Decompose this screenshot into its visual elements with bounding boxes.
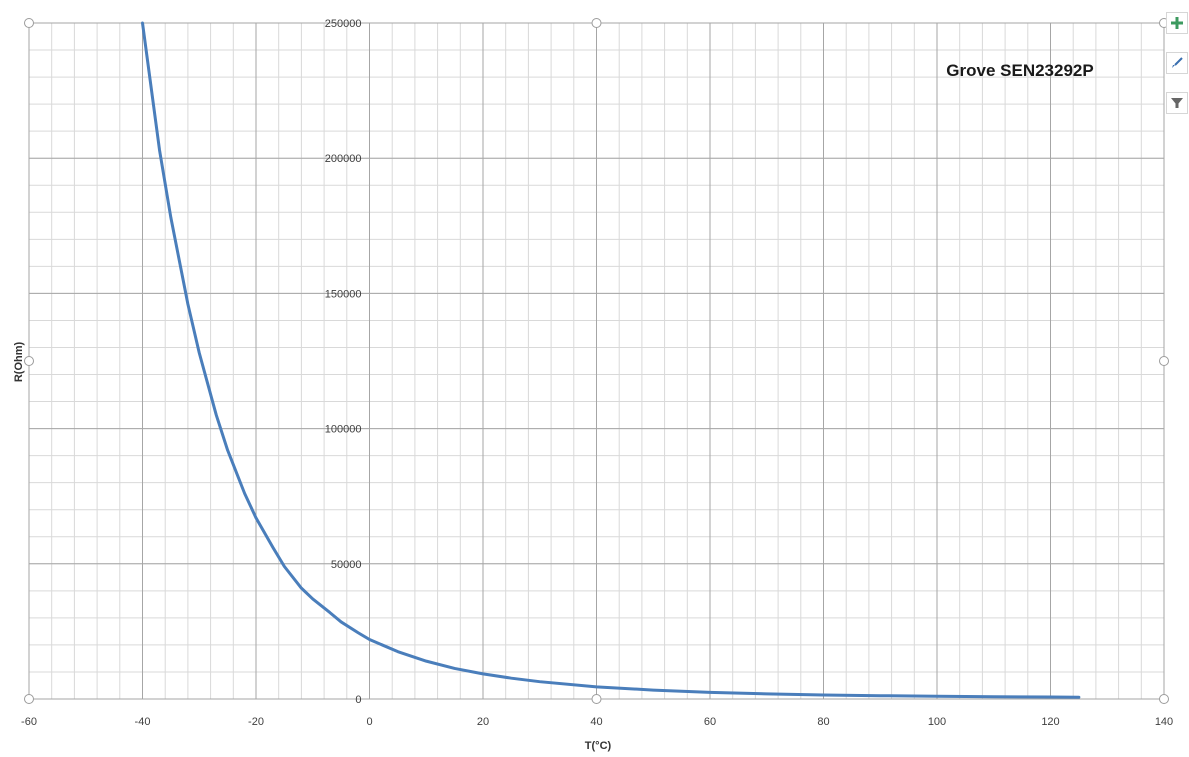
x-tick-label: 40 bbox=[590, 716, 602, 728]
x-tick-label: -20 bbox=[248, 716, 264, 728]
y-axis-title: R(Ohm) bbox=[13, 342, 25, 383]
resize-handle[interactable] bbox=[24, 18, 34, 28]
x-axis-title: T(°C) bbox=[585, 740, 612, 752]
add-chart-element-button[interactable] bbox=[1166, 12, 1188, 34]
x-tick-label: 80 bbox=[817, 716, 829, 728]
resize-handle[interactable] bbox=[1159, 356, 1169, 366]
y-tick-label: 0 bbox=[355, 694, 361, 706]
x-tick-label: 20 bbox=[477, 716, 489, 728]
brush-icon bbox=[1172, 57, 1183, 68]
chart-title: Grove SEN23292P bbox=[946, 61, 1093, 80]
x-tick-label: 140 bbox=[1155, 716, 1173, 728]
resize-handle[interactable] bbox=[591, 18, 602, 28]
x-tick-label: 0 bbox=[366, 716, 372, 728]
x-tick-labels: -60 -40 -20 0 20 40 60 80 100 120 140 bbox=[21, 716, 1173, 728]
x-tick-label: 100 bbox=[928, 716, 946, 728]
chart-filters-button[interactable] bbox=[1166, 92, 1188, 114]
y-tick-label: 50000 bbox=[331, 559, 362, 571]
series-line bbox=[141, 21, 1081, 699]
selection-handles[interactable] bbox=[24, 18, 1169, 704]
resize-handle[interactable] bbox=[24, 694, 34, 704]
resize-handle[interactable] bbox=[24, 356, 34, 366]
x-tick-label: 60 bbox=[704, 716, 716, 728]
filter-icon bbox=[1171, 98, 1183, 108]
y-tick-label: 250000 bbox=[325, 18, 362, 30]
resize-handle[interactable] bbox=[591, 694, 602, 704]
plus-icon bbox=[1171, 17, 1183, 29]
y-tick-label: 100000 bbox=[325, 424, 362, 436]
y-tick-labels: 0 50000 100000 150000 200000 250000 bbox=[325, 18, 362, 706]
y-tick-label: 150000 bbox=[325, 288, 362, 300]
x-tick-label: 120 bbox=[1041, 716, 1059, 728]
chart-styles-button[interactable] bbox=[1166, 52, 1188, 74]
x-tick-label: -60 bbox=[21, 716, 37, 728]
x-tick-label: -40 bbox=[135, 716, 151, 728]
y-tick-label: 200000 bbox=[325, 153, 362, 165]
resize-handle[interactable] bbox=[1159, 694, 1169, 704]
